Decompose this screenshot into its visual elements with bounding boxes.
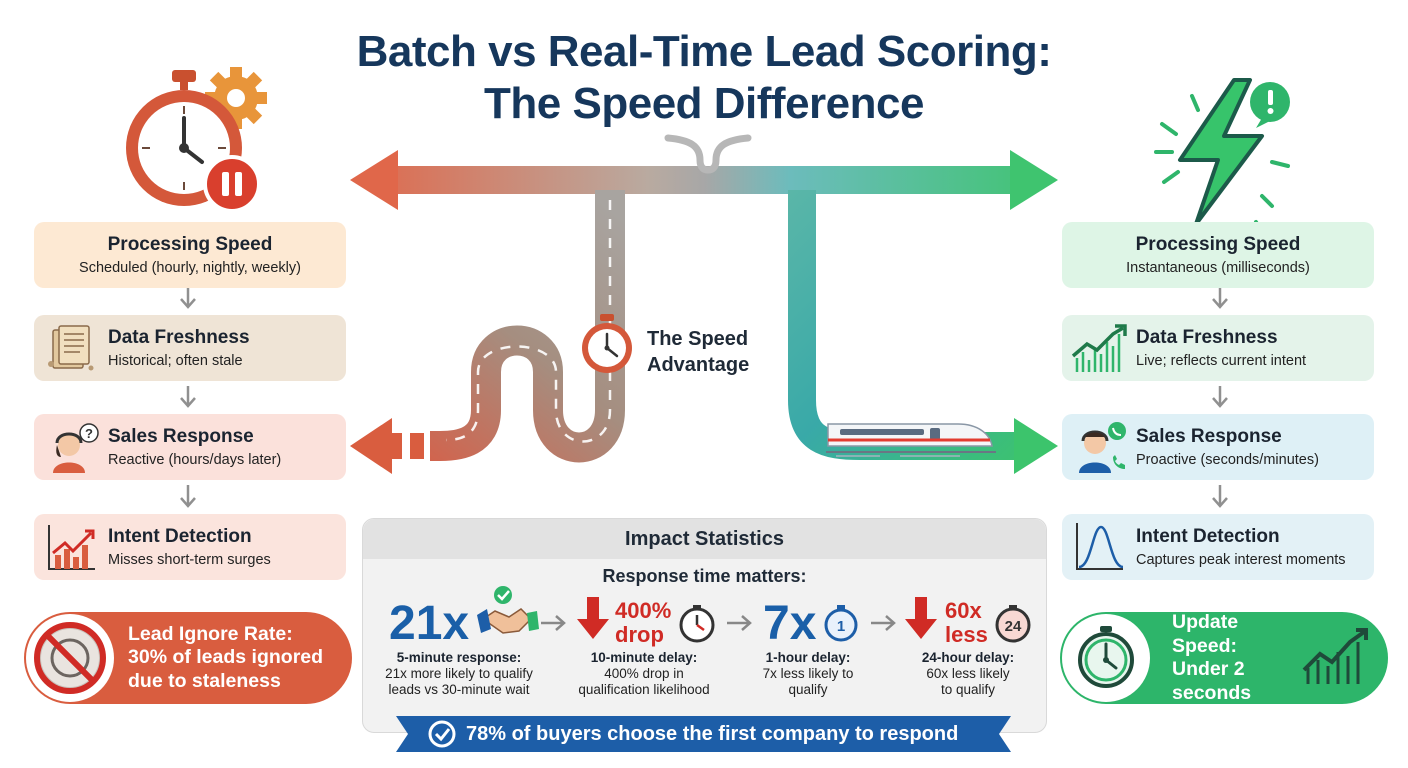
growth-chart-icon (1300, 624, 1372, 693)
spike-bar-chart-icon (34, 514, 108, 580)
card-heading: Intent Detection (108, 525, 252, 547)
stat-60x-less: 60x less (945, 598, 988, 647)
update-speed-pill: Update Speed: Under 2 seconds (1060, 611, 1388, 704)
red-down-arrow-icon (905, 597, 937, 639)
page-title: Batch vs Real-Time Lead Scoring: The Spe… (254, 26, 1154, 130)
pill-line-1: Update Speed: (1172, 611, 1239, 657)
realtime-track (788, 190, 1058, 474)
card-description: Scheduled (hourly, nightly, weekly) (79, 259, 301, 276)
twenty-four-hour-timer-icon: 24 (995, 605, 1031, 643)
pill-line-2: Under 2 (1172, 658, 1245, 680)
stat-400-drop: 400% drop (615, 598, 672, 647)
card-heading: Intent Detection (1136, 525, 1280, 547)
check-circle-icon (428, 720, 456, 748)
realtime-processing-speed-card: Processing Speed Instantaneous (millisec… (1062, 222, 1374, 288)
handshake-check-icon (477, 586, 539, 634)
stats-arrows (541, 615, 896, 631)
card-description: Instantaneous (milliseconds) (1126, 259, 1310, 276)
red-down-arrow-icon (577, 597, 609, 639)
realtime-intent-detection-card: Intent Detection Captures peak interest … (1062, 514, 1374, 580)
impact-statistics-panel: Impact Statistics Response time matters: (362, 518, 1047, 733)
card-description: Historical; often stale (108, 352, 243, 369)
stopwatch-icon (1062, 614, 1150, 702)
agent-question-icon: ? (34, 414, 108, 480)
stat-7x: 7x (763, 597, 817, 650)
bullet-train-icon (826, 423, 996, 457)
card-heading: Data Freshness (1136, 326, 1278, 348)
agent-phone-icon (1062, 414, 1136, 480)
stopwatch-gear-pause-icon (126, 67, 267, 213)
timer-label-24: 24 (1005, 618, 1022, 635)
right-down-arrows (1212, 288, 1228, 508)
one-hour-timer-icon: 1 (824, 605, 858, 642)
stat-5-minute: 5-minute response: 21x more likely to qu… (385, 650, 533, 697)
card-heading: Sales Response (1136, 425, 1282, 447)
lead-ignore-rate-pill: Lead Ignore Rate: 30% of leads ignored d… (24, 612, 352, 704)
card-heading: Sales Response (108, 425, 254, 447)
stats-subheading: Response time matters: (602, 566, 807, 586)
card-heading: Data Freshness (108, 326, 250, 348)
card-description: Misses short-term surges (108, 551, 271, 568)
speed-advantage-label: The Speed Advantage (647, 328, 750, 376)
pill-line-3: seconds (1172, 681, 1252, 704)
card-description: Reactive (hours/days later) (108, 451, 282, 468)
timer-label-1: 1 (837, 618, 845, 635)
lightning-bolt-alert-icon (1154, 78, 1290, 234)
bell-curve-icon (1062, 514, 1136, 580)
card-heading: Processing Speed (1135, 233, 1301, 255)
batch-intent-detection-card: Intent Detection Misses short-term surge… (34, 514, 346, 580)
live-trend-chart-icon (1062, 315, 1136, 381)
pill-line-3: due to staleness (128, 669, 281, 692)
stat-24-hour: 24-hour delay: 60x less likely to qualif… (921, 650, 1015, 697)
brace (664, 134, 752, 174)
banner-text: 78% of buyers choose the first company t… (466, 723, 959, 745)
top-arrow (350, 150, 1058, 210)
realtime-track-arrowhead (1014, 418, 1058, 474)
card-description: Captures peak interest moments (1136, 551, 1346, 568)
batch-data-freshness-card: Data Freshness Historical; often stale (34, 315, 346, 381)
right-arrowhead (1010, 150, 1058, 210)
card-description: Live; reflects current intent (1136, 352, 1307, 369)
batch-sales-response-card: ? Sales Response Reactive (hours/days la… (34, 414, 346, 480)
timer-icon (679, 605, 715, 643)
svg-text:?: ? (85, 426, 93, 441)
realtime-sales-response-card: Sales Response Proactive (seconds/minute… (1062, 414, 1374, 480)
first-responder-banner: 78% of buyers choose the first company t… (396, 716, 1011, 752)
stale-documents-icon (34, 315, 108, 381)
stat-21x: 21x (389, 597, 470, 650)
left-arrowhead (350, 150, 398, 210)
stat-1-hour: 1-hour delay: 7x less likely to qualify (762, 650, 854, 697)
title-line-2: The Speed Difference (484, 79, 924, 128)
stat-10-minute: 10-minute delay: 400% drop in qualificat… (578, 650, 710, 697)
center-stopwatch-icon (582, 314, 632, 373)
title-line-1: Batch vs Real-Time Lead Scoring: (356, 27, 1052, 76)
realtime-data-freshness-card: Data Freshness Live; reflects current in… (1062, 315, 1374, 381)
stats-heading: Impact Statistics (363, 519, 1046, 559)
no-entry-clock-icon (26, 614, 114, 702)
batch-road-arrowhead (350, 418, 392, 474)
pill-line-2: 30% of leads ignored (128, 646, 324, 669)
stats-icons: 1 24 (477, 586, 1031, 643)
left-down-arrows (180, 288, 196, 508)
card-description: Proactive (seconds/minutes) (1136, 451, 1319, 468)
batch-processing-speed-card: Processing Speed Scheduled (hourly, nigh… (34, 222, 346, 288)
batch-road (350, 190, 625, 474)
pill-line-1: Lead Ignore Rate: (128, 622, 293, 645)
card-heading: Processing Speed (107, 233, 273, 255)
